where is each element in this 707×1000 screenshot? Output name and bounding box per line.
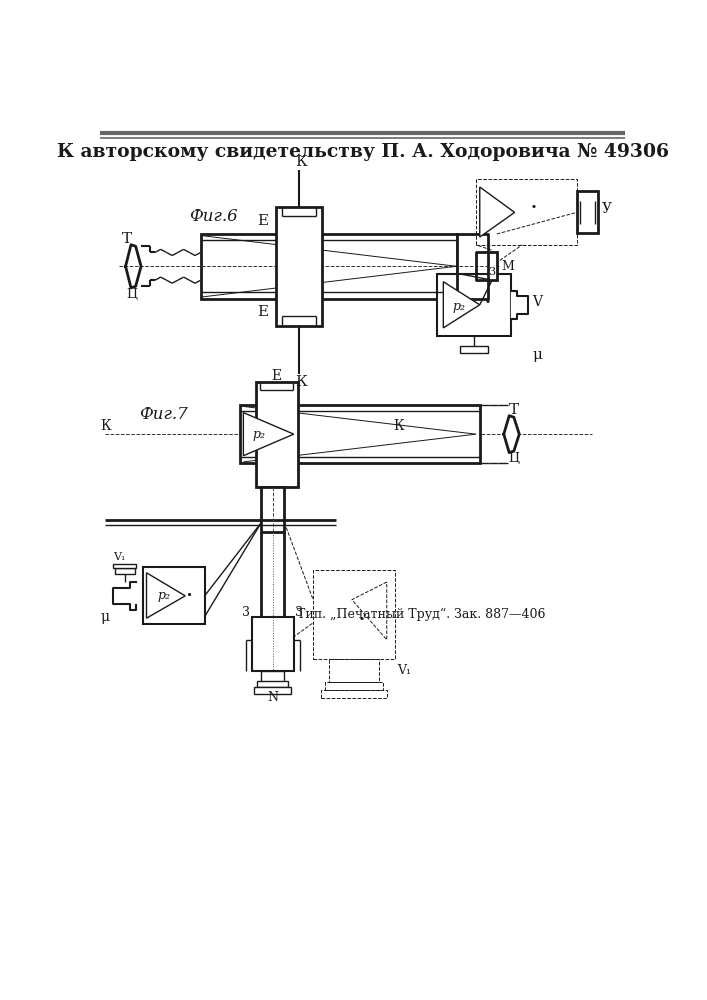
Text: T: T	[509, 403, 519, 417]
Text: Тип. „Печатный Труд“. Зак. 887—406: Тип. „Печатный Труд“. Зак. 887—406	[298, 608, 546, 621]
Bar	[321, 690, 387, 698]
Text: 3: 3	[296, 606, 303, 619]
Text: E: E	[257, 214, 268, 228]
Text: р₂: р₂	[252, 428, 265, 441]
Text: М: М	[501, 260, 514, 273]
Text: V₁: V₁	[397, 664, 411, 677]
Text: Фиг.6: Фиг.6	[189, 208, 238, 225]
Bar	[256, 382, 298, 487]
Polygon shape	[126, 245, 141, 288]
Polygon shape	[480, 187, 515, 237]
Text: К: К	[295, 155, 307, 169]
Text: E: E	[271, 369, 282, 383]
Polygon shape	[443, 282, 480, 328]
Bar	[488, 252, 497, 280]
Bar	[115, 568, 135, 574]
Text: V₁: V₁	[113, 552, 126, 562]
Bar	[261, 671, 284, 682]
Text: 3: 3	[243, 606, 250, 619]
Text: ·: ·	[484, 292, 491, 315]
Text: V: V	[532, 295, 542, 309]
Bar	[252, 617, 293, 671]
Bar	[460, 346, 488, 353]
Text: ·: ·	[357, 609, 366, 632]
Text: К: К	[393, 419, 404, 433]
Text: μ: μ	[100, 610, 110, 624]
Text: К: К	[295, 375, 307, 389]
Bar	[325, 682, 383, 690]
Bar	[143, 567, 204, 624]
Text: μ: μ	[533, 348, 543, 362]
Text: р₂: р₂	[452, 300, 465, 313]
Bar	[437, 274, 510, 336]
Text: Ц: Ц	[508, 452, 520, 465]
Bar	[240, 405, 480, 463]
Text: T: T	[122, 232, 132, 246]
Text: ·: ·	[185, 585, 193, 607]
Polygon shape	[146, 573, 185, 618]
Bar	[201, 234, 457, 299]
Polygon shape	[510, 291, 528, 319]
Bar	[329, 659, 379, 682]
Text: Фиг.7: Фиг.7	[139, 406, 187, 423]
Bar	[255, 687, 291, 694]
Polygon shape	[457, 234, 488, 299]
Bar	[577, 191, 598, 233]
Bar	[276, 207, 322, 326]
Polygon shape	[243, 413, 293, 456]
Polygon shape	[504, 416, 519, 453]
Polygon shape	[113, 582, 136, 610]
Text: N: N	[267, 691, 279, 704]
Text: У: У	[602, 202, 612, 216]
Bar	[261, 487, 284, 532]
Text: 3: 3	[488, 267, 495, 277]
Bar	[257, 681, 288, 687]
Text: E: E	[257, 305, 268, 319]
Text: К авторскому свидетельству П. А. Ходоровича № 49306: К авторскому свидетельству П. А. Ходоров…	[57, 143, 669, 161]
Bar	[476, 179, 577, 245]
Bar	[313, 570, 395, 659]
Text: ·: ·	[530, 197, 538, 220]
Text: ·: ·	[185, 585, 193, 607]
Bar	[113, 564, 136, 568]
Text: Ц: Ц	[127, 288, 137, 301]
Text: р₂: р₂	[158, 589, 171, 602]
Text: К: К	[100, 419, 111, 433]
